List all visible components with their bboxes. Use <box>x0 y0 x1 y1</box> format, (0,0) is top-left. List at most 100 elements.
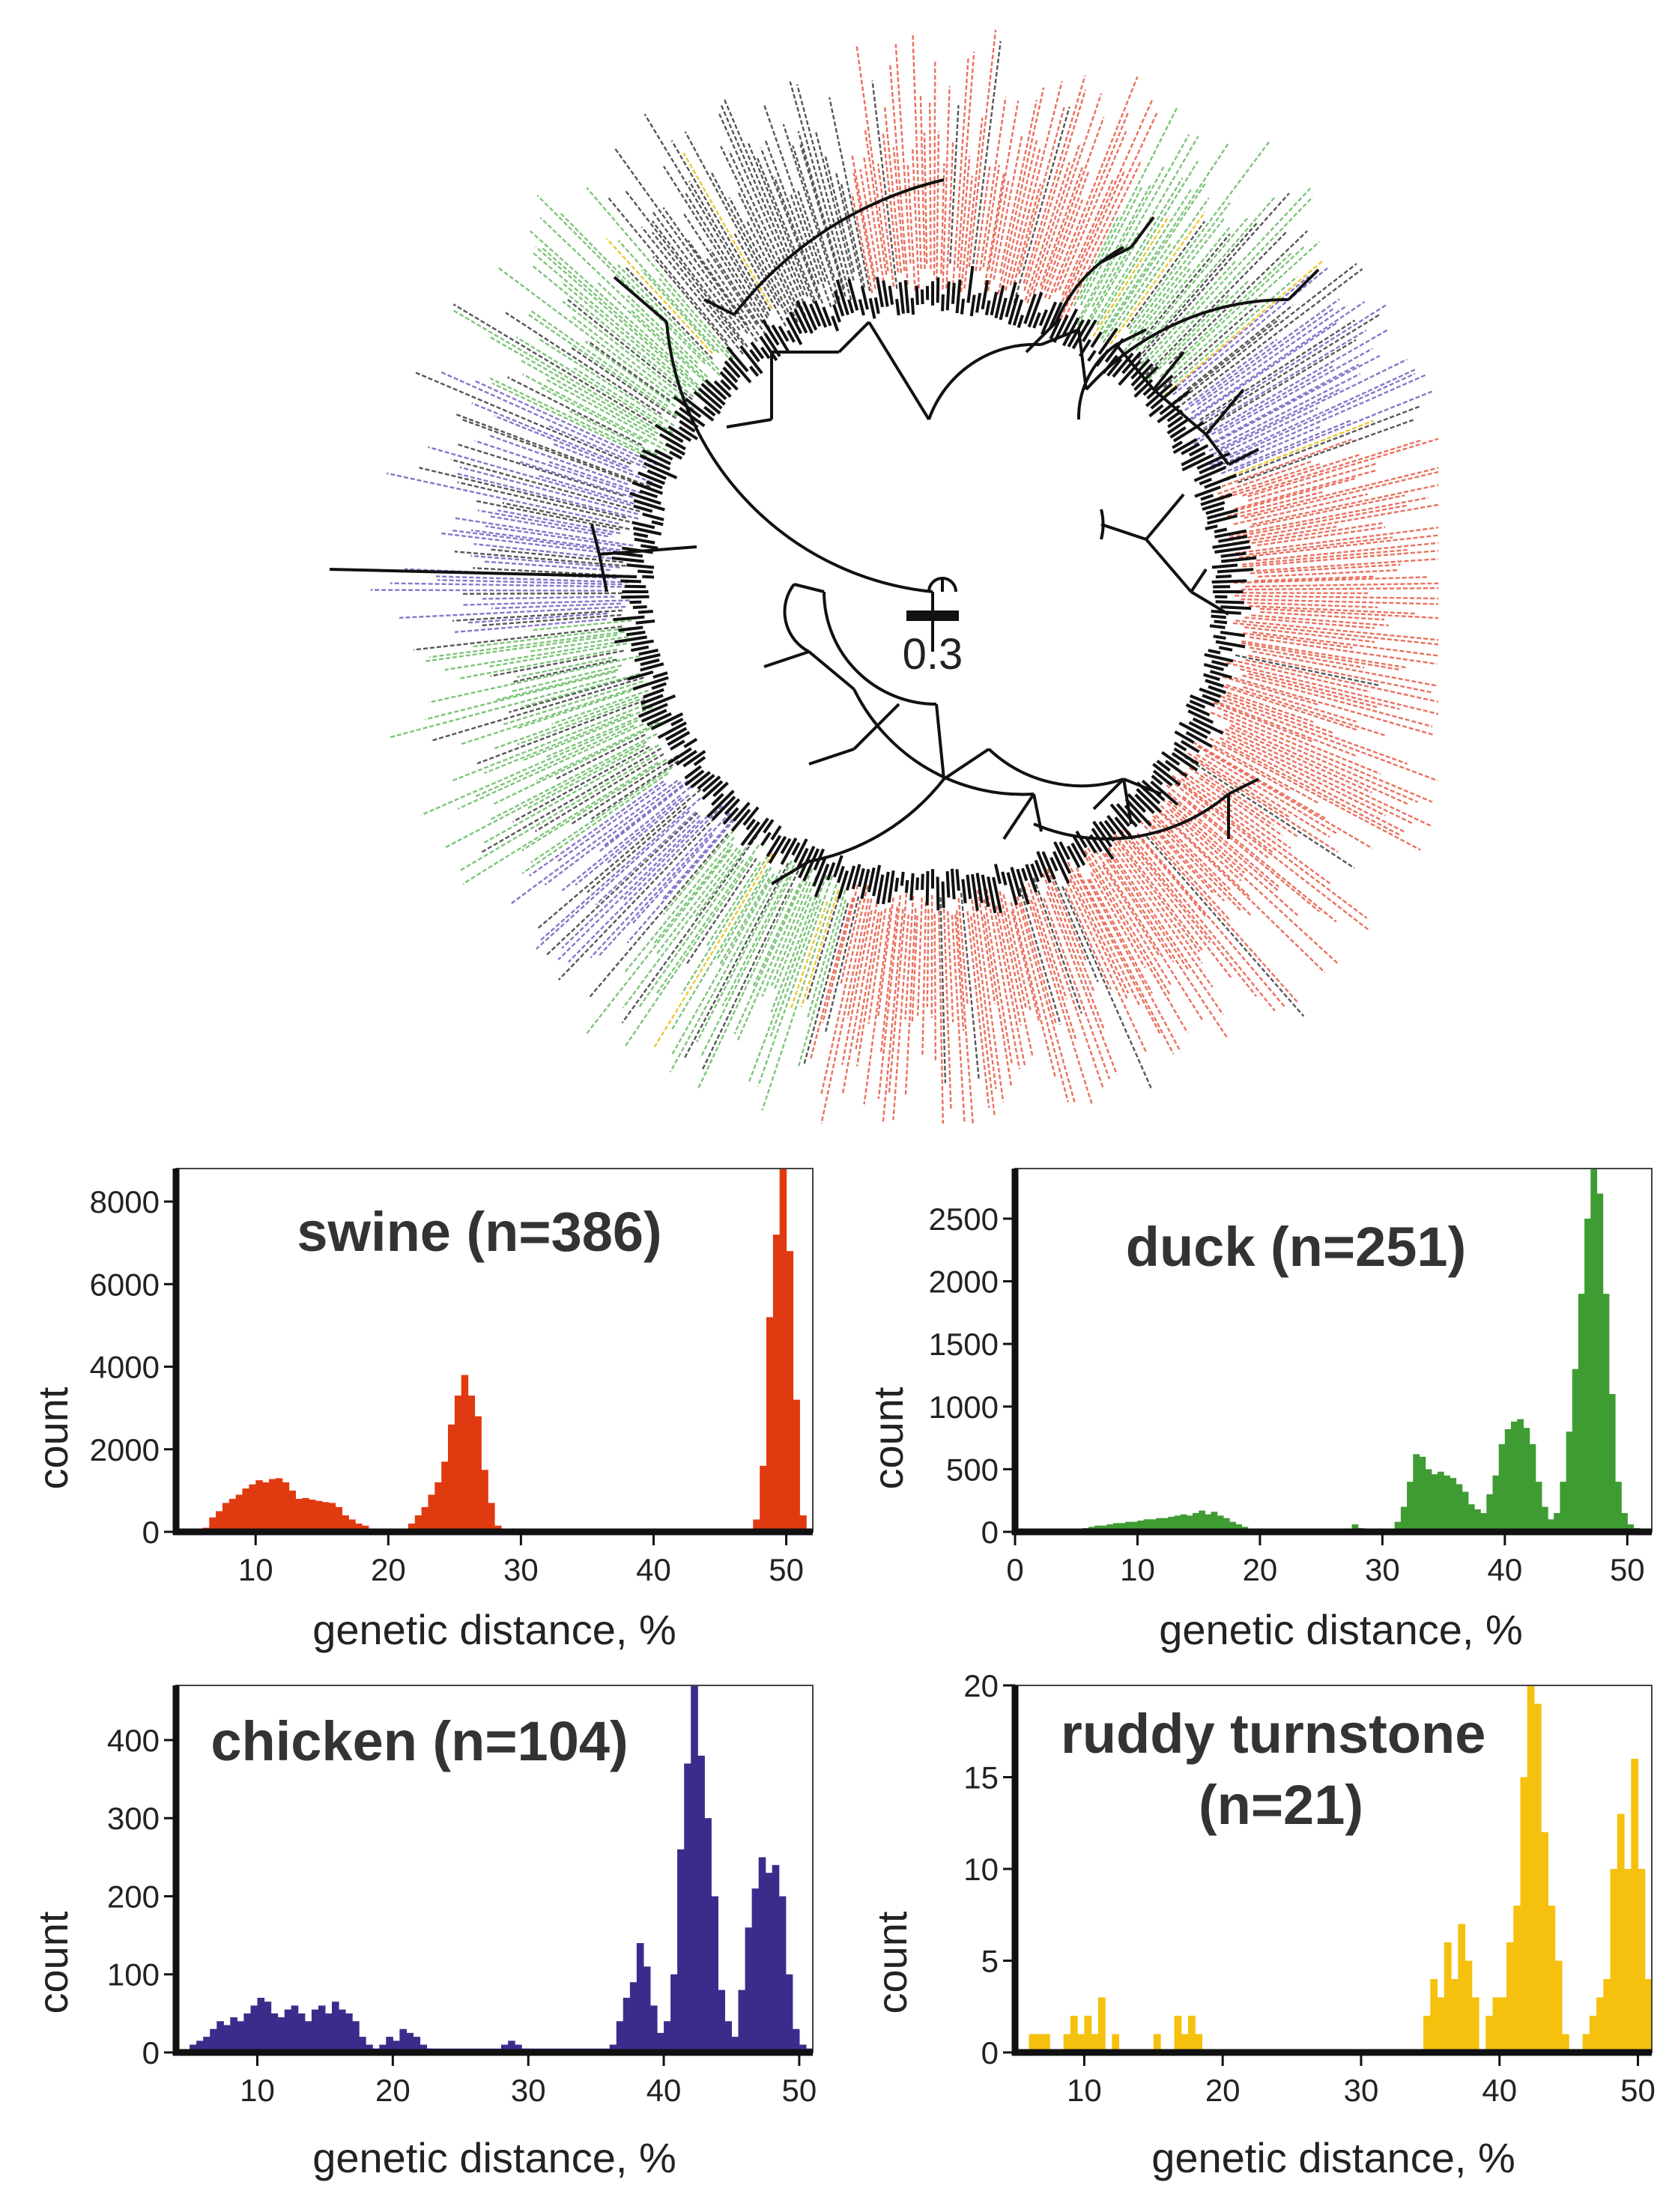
tree-terminal-branch <box>1008 294 1020 325</box>
tree-leaf-label-mark <box>539 797 701 942</box>
tree-terminal-branch <box>895 298 900 316</box>
tree-leaf-label-mark <box>496 668 619 701</box>
tree-leaf-label-mark <box>1043 897 1111 1079</box>
swine-bar <box>335 1506 342 1532</box>
tree-leaf-label-mark <box>429 631 625 658</box>
tree-leaf-label-mark <box>450 458 640 512</box>
tree-leaf-label-mark <box>529 230 690 374</box>
tree-leaf-label-mark <box>984 173 1005 285</box>
tree-leaf-label-mark <box>587 340 671 402</box>
tree-leaf-label-mark <box>782 124 840 300</box>
tree-terminal-branch <box>675 750 697 766</box>
tree-terminal-branch <box>1127 793 1147 813</box>
tree-leaf-label-mark <box>912 32 922 269</box>
chicken-chart-title: chicken (n=104) <box>210 1710 628 1772</box>
tree-terminal-branch <box>860 868 870 900</box>
tree-terminal-branch <box>1172 421 1205 443</box>
tree-terminal-branch <box>1001 871 1008 886</box>
tree-terminal-branch <box>704 379 727 401</box>
duck-bar <box>1608 1394 1616 1532</box>
swine-bar <box>249 1484 256 1532</box>
tree-leaf-label-mark <box>1050 886 1096 993</box>
duck-bar <box>1168 1516 1175 1532</box>
tree-leaf-label-mark <box>511 780 679 904</box>
chicken-bar <box>711 1896 718 2052</box>
tree-terminal-branch <box>936 876 940 911</box>
tree-leaf-label-mark <box>530 766 673 864</box>
tree-leaf-label-mark <box>428 655 640 703</box>
ruddy-turnstone-histogram: 10 20 30 40 50 0 5 10 15 20 ruddy turnstone (n=21… <box>869 1668 1656 2181</box>
tree-leaf-label-mark <box>1002 894 1032 1010</box>
tree-leaf-label-mark <box>1032 93 1103 294</box>
chicken-bar <box>792 2028 800 2052</box>
tree-leaf-label-mark <box>806 889 846 1019</box>
tree-leaf-label-mark <box>1181 778 1368 919</box>
tree-leaf-label-mark <box>571 754 679 825</box>
tree-terminal-branch <box>1169 426 1187 439</box>
tree-leaf-label-mark <box>532 265 694 398</box>
chicken-y-axis-title: count <box>30 1911 76 2013</box>
ruddy-turnstone-bar <box>1541 1832 1548 2052</box>
tree-leaf-label-mark <box>505 312 662 416</box>
swine-bar <box>474 1416 482 1532</box>
tree-leaf-label-mark <box>1232 622 1438 646</box>
tree-leaf-label-mark <box>1242 674 1433 728</box>
tree-terminal-branch <box>639 453 671 471</box>
tree-terminal-branch <box>640 658 660 667</box>
tree-leaf-label-mark <box>617 240 720 354</box>
duck-bar <box>1548 1519 1554 1532</box>
tree-leaf-label-mark <box>1059 112 1158 319</box>
chicken-y-tick-label: 300 <box>107 1801 160 1836</box>
ruddy-turnstone-x-tick-label: 40 <box>1482 2073 1517 2108</box>
tree-leaf-label-mark <box>443 741 647 849</box>
tree-terminal-branch <box>791 842 801 856</box>
tree-leaf-label-mark <box>797 899 847 1068</box>
tree-terminal-branch <box>760 831 772 846</box>
tree-leaf-label-mark <box>1100 189 1193 330</box>
chicken-bar <box>352 2021 360 2052</box>
duck-bar <box>1205 1514 1212 1532</box>
chicken-bar <box>318 2005 326 2052</box>
tree-leaf-label-mark <box>1042 873 1106 1030</box>
tree-leaf-label-mark <box>859 169 879 273</box>
swine-bar <box>309 1500 316 1532</box>
ruddy-turnstone-bars <box>1029 1685 1653 2052</box>
tree-terminal-branch <box>1090 331 1103 348</box>
duck-y-tick-label: 500 <box>946 1452 999 1487</box>
tree-leaf-label-mark <box>1214 693 1408 765</box>
tree-terminal-branch <box>750 341 765 360</box>
tree-leaf-label-mark <box>638 859 745 1007</box>
tree-leaf-label-mark <box>1196 308 1333 406</box>
tree-leaf-label-mark <box>430 676 644 742</box>
chicken-x-tick-label: 30 <box>511 2073 546 2108</box>
tree-terminal-branch <box>1025 864 1038 893</box>
chicken-bar <box>270 2013 279 2052</box>
tree-terminal-branch <box>966 265 975 303</box>
tree-leaf-label-mark <box>1194 759 1339 853</box>
chicken-bar <box>697 1755 705 2052</box>
tree-leaf-label-mark <box>457 443 624 497</box>
tree-leaf-label-mark <box>512 745 650 823</box>
tree-terminal-branch <box>1214 619 1228 625</box>
tree-leaf-label-mark <box>738 192 801 319</box>
tree-leaf-label-mark <box>617 264 720 371</box>
swine-bar <box>779 1169 787 1532</box>
tree-terminal-branch <box>1199 687 1222 698</box>
tree-leaf-label-mark <box>1235 527 1438 554</box>
tree-leaf-label-mark <box>904 908 917 1097</box>
tree-terminal-branch <box>613 615 645 622</box>
tree-leaf-label-mark <box>979 97 1007 271</box>
tree-leaf-label-mark <box>719 877 771 965</box>
tree-terminal-branch <box>1010 867 1022 897</box>
tree-leaf-label-mark <box>1084 850 1172 996</box>
tree-leaf-label-mark <box>440 371 643 463</box>
tree-leaf-label-mark <box>1114 197 1210 333</box>
chicken-x-tick-label: 20 <box>375 2073 411 2108</box>
tree-leaf-label-mark <box>841 909 873 1065</box>
chicken-bar <box>190 2044 197 2052</box>
tree-terminal-branch <box>888 285 894 305</box>
tree-leaf-label-mark <box>399 605 626 619</box>
tree-leaf-label-mark <box>670 868 769 1031</box>
